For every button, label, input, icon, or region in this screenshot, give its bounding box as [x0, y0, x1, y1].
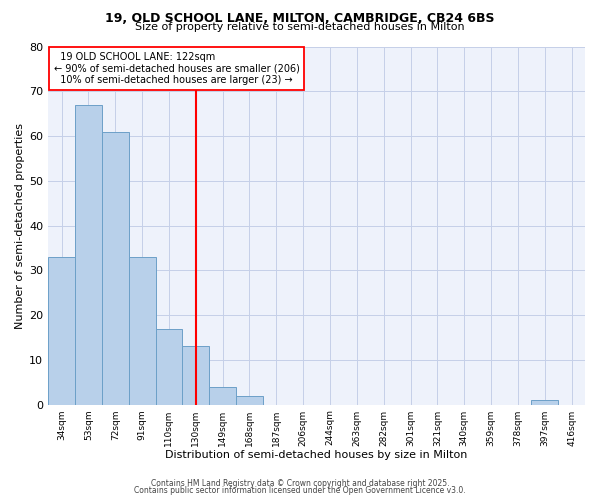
Bar [532, 400, 558, 404]
Text: Size of property relative to semi-detached houses in Milton: Size of property relative to semi-detach… [135, 22, 465, 32]
Bar [102, 132, 128, 404]
Bar [209, 386, 236, 404]
Bar [75, 104, 102, 405]
Text: 19 OLD SCHOOL LANE: 122sqm  
← 90% of semi-detached houses are smaller (206)
  1: 19 OLD SCHOOL LANE: 122sqm ← 90% of semi… [53, 52, 299, 85]
Bar [128, 257, 155, 404]
Bar [236, 396, 263, 404]
Y-axis label: Number of semi-detached properties: Number of semi-detached properties [15, 122, 25, 328]
Text: 19, OLD SCHOOL LANE, MILTON, CAMBRIDGE, CB24 6BS: 19, OLD SCHOOL LANE, MILTON, CAMBRIDGE, … [105, 12, 495, 26]
Bar [48, 257, 75, 404]
X-axis label: Distribution of semi-detached houses by size in Milton: Distribution of semi-detached houses by … [166, 450, 468, 460]
Bar [182, 346, 209, 405]
Text: Contains public sector information licensed under the Open Government Licence v3: Contains public sector information licen… [134, 486, 466, 495]
Bar [155, 328, 182, 404]
Text: Contains HM Land Registry data © Crown copyright and database right 2025.: Contains HM Land Registry data © Crown c… [151, 478, 449, 488]
